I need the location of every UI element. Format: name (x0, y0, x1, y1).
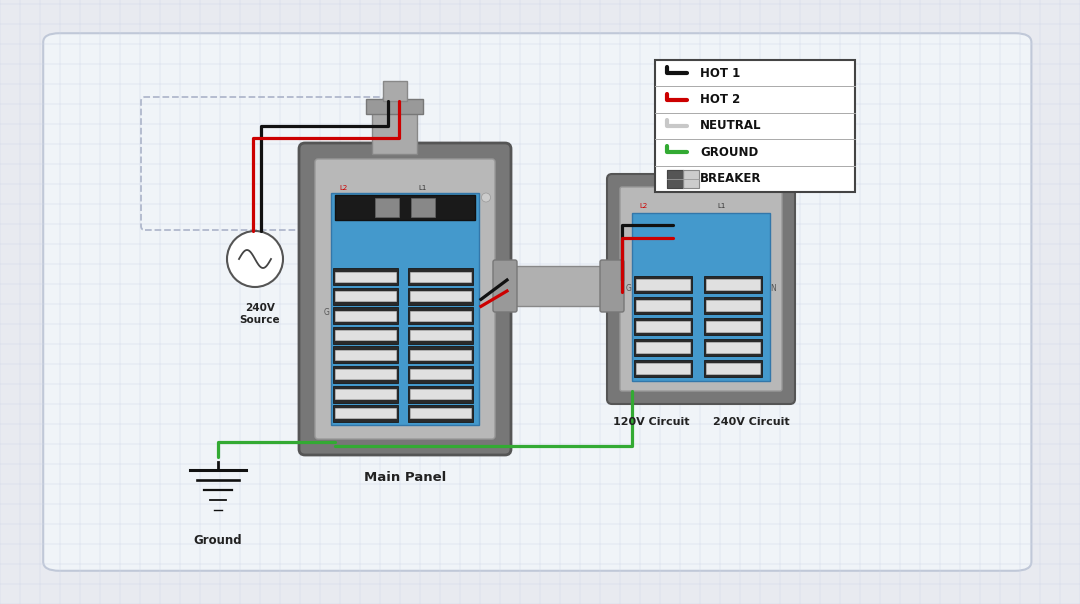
Bar (333, 405, 399, 422)
FancyBboxPatch shape (299, 143, 511, 455)
Text: 240V Circuit: 240V Circuit (713, 417, 789, 427)
Text: 120V Circuit: 120V Circuit (613, 417, 689, 427)
Bar (410, 311, 471, 321)
Circle shape (227, 231, 283, 287)
Bar (335, 408, 396, 419)
Bar (704, 318, 761, 335)
Bar (408, 405, 473, 422)
Bar (705, 279, 759, 290)
FancyBboxPatch shape (620, 187, 782, 391)
Bar (704, 297, 761, 314)
Bar (410, 198, 434, 217)
Bar (335, 389, 396, 399)
Bar (333, 327, 399, 344)
Bar (632, 213, 770, 381)
Bar (704, 339, 761, 356)
Text: L2: L2 (339, 185, 347, 191)
Bar (330, 193, 480, 425)
Bar (410, 350, 471, 360)
Bar (507, 266, 610, 306)
FancyBboxPatch shape (315, 159, 495, 439)
Bar (704, 360, 761, 377)
Text: L1: L1 (419, 185, 427, 191)
Bar (634, 360, 692, 377)
Bar (335, 311, 396, 321)
Bar (335, 330, 396, 341)
Bar (408, 347, 473, 364)
Text: Subpanel: Subpanel (669, 154, 733, 167)
Text: G: G (626, 284, 632, 294)
Bar (333, 269, 399, 286)
Bar (408, 307, 473, 324)
Bar (705, 300, 759, 311)
Text: Ground: Ground (193, 534, 242, 547)
Text: L2: L2 (639, 203, 648, 209)
Bar (383, 81, 407, 101)
Bar (373, 104, 418, 154)
Bar (705, 342, 759, 353)
Text: HOT 2: HOT 2 (700, 93, 740, 106)
Bar (705, 321, 759, 332)
Text: HOT 1: HOT 1 (700, 66, 740, 80)
Circle shape (482, 193, 490, 202)
Text: L1: L1 (717, 203, 726, 209)
Text: Main Panel: Main Panel (364, 471, 446, 484)
Bar (408, 327, 473, 344)
Bar (335, 195, 475, 220)
Bar (636, 279, 690, 290)
Bar (634, 339, 692, 356)
Bar (333, 385, 399, 402)
Bar (366, 99, 423, 114)
FancyBboxPatch shape (492, 260, 517, 312)
Bar (335, 272, 396, 282)
Bar (408, 269, 473, 286)
Bar (705, 363, 759, 374)
Bar (408, 288, 473, 305)
FancyBboxPatch shape (600, 260, 624, 312)
Text: N: N (770, 284, 775, 294)
Bar (333, 288, 399, 305)
Bar (335, 292, 396, 301)
Text: GROUND: GROUND (700, 146, 758, 159)
Bar (410, 272, 471, 282)
Bar (333, 307, 399, 324)
Bar (636, 321, 690, 332)
Bar (333, 347, 399, 364)
Bar (634, 318, 692, 335)
Bar (333, 366, 399, 383)
Bar (634, 297, 692, 314)
Bar (634, 276, 692, 293)
Text: NEUTRAL: NEUTRAL (700, 120, 761, 132)
Bar (654, 60, 855, 192)
Bar (410, 292, 471, 301)
Bar (704, 276, 761, 293)
Bar (410, 389, 471, 399)
Text: G: G (324, 308, 329, 317)
Bar (636, 300, 690, 311)
Bar (335, 350, 396, 360)
Bar (667, 170, 683, 188)
FancyBboxPatch shape (607, 174, 795, 404)
Text: 240V
Source: 240V Source (240, 303, 281, 324)
Bar (408, 366, 473, 383)
Bar (376, 198, 400, 217)
Bar (410, 330, 471, 341)
Bar (410, 408, 471, 419)
Bar (636, 342, 690, 353)
Bar (410, 370, 471, 379)
Bar (636, 363, 690, 374)
Bar (408, 385, 473, 402)
Bar (335, 370, 396, 379)
Bar (667, 170, 699, 188)
Text: BREAKER: BREAKER (700, 172, 761, 185)
